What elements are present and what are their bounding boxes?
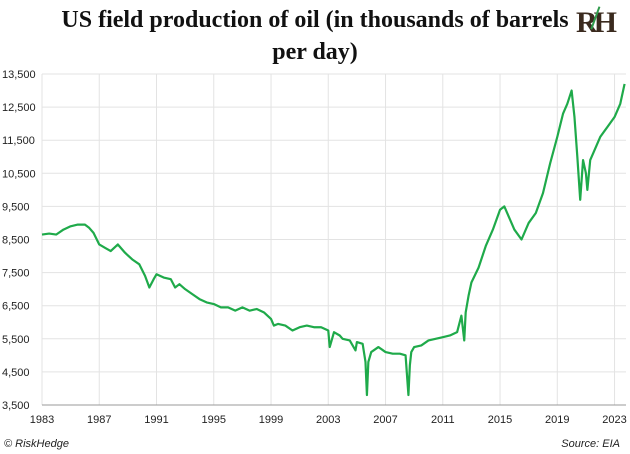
y-tick-label: 13,500 <box>2 69 36 81</box>
y-tick-label: 4,500 <box>2 367 30 379</box>
y-tick-label: 12,500 <box>2 102 36 114</box>
x-tick-label: 2011 <box>431 414 455 426</box>
y-tick-label: 9,500 <box>2 201 30 213</box>
credit-text: © RiskHedge <box>4 438 69 450</box>
x-tick-label: 1991 <box>144 414 168 426</box>
y-tick-label: 5,500 <box>2 334 30 346</box>
y-tick-label: 6,500 <box>2 301 30 313</box>
y-tick-label: 11,500 <box>2 135 35 147</box>
x-tick-label: 2019 <box>545 414 569 426</box>
x-tick-label: 2023 <box>602 414 626 426</box>
source-text: Source: EIA <box>561 438 620 450</box>
x-tick-label: 2015 <box>488 414 512 426</box>
x-tick-label: 1987 <box>87 414 111 426</box>
x-axis-ticks: 1983 1987 1991 1995 1999 2003 2007 2011 2015 2019… <box>30 414 627 426</box>
x-tick-label: 2007 <box>373 414 397 426</box>
grid-lines <box>41 73 626 406</box>
y-tick-label: 8,500 <box>2 235 30 247</box>
y-tick-label: 7,500 <box>2 268 30 280</box>
riskhedge-logo: RH <box>576 4 622 42</box>
x-tick-label: 2003 <box>316 414 340 426</box>
y-axis-ticks: 3,500 4,500 5,500 6,500 7,500 8,500 9,500 10,50… <box>2 69 36 412</box>
y-tick-label: 3,500 <box>2 400 30 412</box>
x-tick-label: 1999 <box>259 414 283 426</box>
y-tick-label: 10,500 <box>2 168 36 180</box>
series-line-oil-production <box>41 83 626 397</box>
x-tick-label: 1983 <box>30 414 54 426</box>
x-tick-label: 1995 <box>202 414 226 426</box>
chart-title: US field production of oil (in thousands… <box>61 7 569 65</box>
logo-mark: RH <box>576 6 617 39</box>
